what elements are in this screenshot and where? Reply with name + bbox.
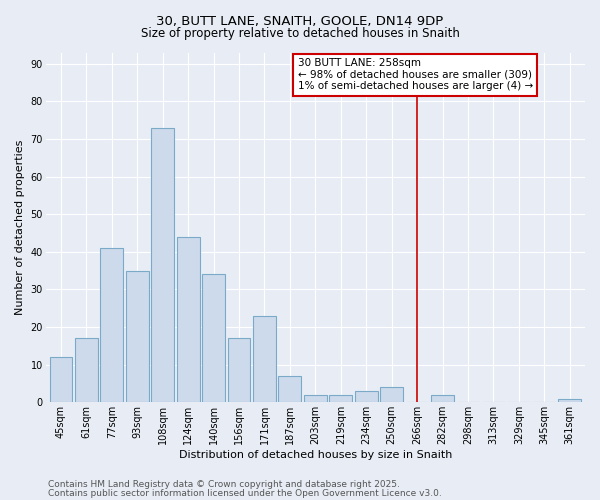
Bar [558, 398, 581, 402]
Bar [253, 316, 276, 402]
Bar [50, 357, 73, 403]
Bar [380, 387, 403, 402]
Text: 30 BUTT LANE: 258sqm
← 98% of detached houses are smaller (309)
1% of semi-detac: 30 BUTT LANE: 258sqm ← 98% of detached h… [298, 58, 533, 92]
Bar [126, 270, 149, 402]
Bar [355, 391, 377, 402]
Bar [227, 338, 250, 402]
Y-axis label: Number of detached properties: Number of detached properties [15, 140, 25, 315]
Bar [75, 338, 98, 402]
Text: 30, BUTT LANE, SNAITH, GOOLE, DN14 9DP: 30, BUTT LANE, SNAITH, GOOLE, DN14 9DP [157, 15, 443, 28]
Bar [100, 248, 123, 402]
Bar [177, 237, 200, 402]
X-axis label: Distribution of detached houses by size in Snaith: Distribution of detached houses by size … [179, 450, 452, 460]
Bar [329, 395, 352, 402]
Text: Contains HM Land Registry data © Crown copyright and database right 2025.: Contains HM Land Registry data © Crown c… [48, 480, 400, 489]
Bar [431, 395, 454, 402]
Text: Size of property relative to detached houses in Snaith: Size of property relative to detached ho… [140, 28, 460, 40]
Bar [304, 395, 327, 402]
Bar [151, 128, 174, 402]
Bar [278, 376, 301, 402]
Bar [202, 274, 225, 402]
Text: Contains public sector information licensed under the Open Government Licence v3: Contains public sector information licen… [48, 488, 442, 498]
